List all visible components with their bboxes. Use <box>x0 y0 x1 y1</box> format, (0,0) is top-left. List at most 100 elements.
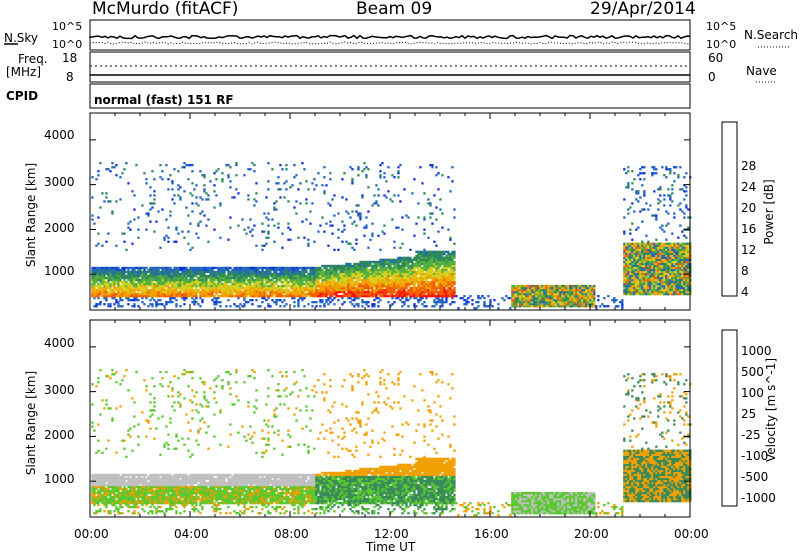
power-cell <box>355 276 358 280</box>
power-cell <box>553 286 556 290</box>
power-cell <box>291 184 294 187</box>
power-cell <box>631 293 634 296</box>
power-cell <box>195 184 198 187</box>
nsearch-tick-top: 10^5 <box>706 20 737 33</box>
power-cell <box>91 293 94 296</box>
power-cell <box>647 256 650 259</box>
power-cell <box>337 295 340 298</box>
power-cell <box>643 260 646 264</box>
power-cell <box>423 260 426 264</box>
power-cell <box>219 289 222 292</box>
power-cell <box>379 268 382 272</box>
power-cell <box>221 276 224 280</box>
power-cell <box>361 282 364 286</box>
power-cell <box>333 293 336 296</box>
power-cell <box>623 248 626 251</box>
power-cell <box>665 289 668 292</box>
power-cell <box>661 228 664 231</box>
power-cell <box>409 248 412 251</box>
power-cell <box>339 272 342 276</box>
power-cell <box>193 293 196 296</box>
power-cell <box>137 272 140 276</box>
power-cell <box>361 268 364 272</box>
power-cell <box>381 268 384 272</box>
power-cell <box>439 264 442 268</box>
power-cell <box>629 260 632 264</box>
power-cell <box>585 299 588 302</box>
power-cell <box>187 282 190 286</box>
power-cell <box>669 244 672 247</box>
power-cell <box>115 270 118 274</box>
power-cell <box>659 194 662 197</box>
power-cell <box>535 293 538 296</box>
power-cell <box>641 260 644 264</box>
power-cell <box>179 280 182 284</box>
power-cell <box>629 242 632 245</box>
power-cell <box>415 258 418 261</box>
power-cell <box>341 230 344 233</box>
power-cell <box>359 286 362 290</box>
power-cell <box>371 284 374 288</box>
power-cell <box>351 168 354 171</box>
power-cell <box>397 286 400 290</box>
power-cell <box>439 299 442 302</box>
power-cell <box>243 268 246 272</box>
power-cell <box>181 230 184 233</box>
power-cell <box>417 293 420 296</box>
power-cell <box>215 293 218 296</box>
power-cell <box>297 236 300 239</box>
power-cell <box>633 278 636 282</box>
power-cell <box>645 289 648 292</box>
power-cell <box>407 272 410 276</box>
power-cell <box>523 284 526 288</box>
power-cell <box>235 291 238 294</box>
power-cell <box>269 289 272 292</box>
power-cell <box>649 268 652 272</box>
power-cell <box>631 272 634 276</box>
power-cell <box>311 301 314 304</box>
power-cell <box>419 252 422 255</box>
power-cell <box>545 297 548 300</box>
power-cell <box>261 272 264 276</box>
power-cell <box>433 266 436 270</box>
power-cell <box>413 303 416 306</box>
power-cell <box>307 188 310 191</box>
power-cell <box>659 268 662 272</box>
power-cell <box>391 174 394 177</box>
power-cell <box>239 284 242 288</box>
power-cell <box>639 248 642 251</box>
power-cell <box>341 266 344 270</box>
power-cell <box>191 246 194 249</box>
power-cell <box>541 299 544 302</box>
power-cell <box>515 303 518 306</box>
power-cell <box>177 194 180 197</box>
power-cell <box>649 250 652 253</box>
power-cell <box>425 266 428 270</box>
power-cell <box>175 282 178 286</box>
power-cell <box>285 270 288 274</box>
power-cell <box>653 258 656 261</box>
power-cell <box>341 297 344 300</box>
power-cell <box>289 268 292 272</box>
power-cell <box>583 295 586 298</box>
power-cell <box>639 293 642 296</box>
power-cell <box>155 266 158 270</box>
power-cell <box>527 293 530 296</box>
power-cell <box>337 228 340 231</box>
power-cell <box>141 274 144 278</box>
power-cell <box>397 293 400 296</box>
power-cell <box>189 282 192 286</box>
power-cell <box>317 289 320 292</box>
power-cell <box>111 276 114 280</box>
power-cell <box>403 278 406 282</box>
power-cell <box>261 289 264 292</box>
power-cell <box>637 270 640 274</box>
power-cell <box>153 198 156 201</box>
power-cell <box>177 295 180 298</box>
power-cell <box>201 276 204 280</box>
power-cell <box>229 266 232 270</box>
power-cell <box>129 220 132 223</box>
power-cell <box>405 260 408 264</box>
power-cell <box>477 295 480 298</box>
power-cell <box>583 286 586 290</box>
